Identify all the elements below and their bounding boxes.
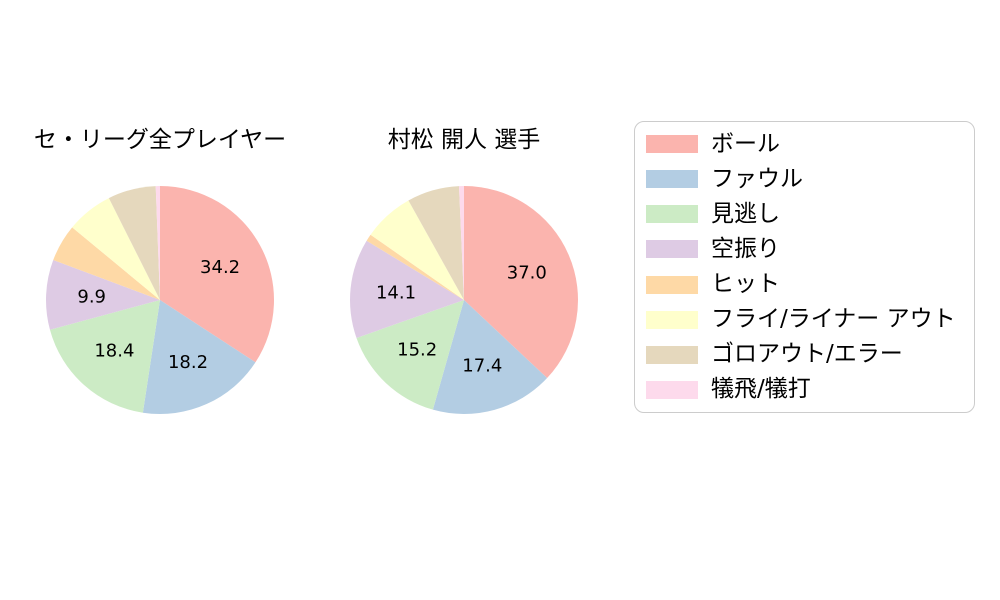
pie-slice-label-foul: 18.2 <box>168 352 208 373</box>
pie-slice-swinging-strike <box>46 260 161 330</box>
legend-swatch-ball <box>646 135 698 154</box>
chart-title-league: セ・リーグ全プレイヤー <box>33 127 287 153</box>
legend-item-sacrifice-fly-bunt: 犠飛/犠打 <box>646 375 974 405</box>
legend-label-foul: ファウル <box>711 165 803 192</box>
pie-slice-called-strike <box>49 300 161 413</box>
legend-item-ground-out-error: ゴロアウト/エラー <box>646 340 974 370</box>
legend-swatch-hit <box>646 275 698 294</box>
legend-item-hit: ヒット <box>646 270 974 300</box>
pie-slice-label-ball: 34.2 <box>200 257 240 278</box>
pie-slice-ball <box>160 186 275 363</box>
legend-label-hit: ヒット <box>711 271 780 298</box>
legend-box: ボールファウル見逃し空振りヒットフライ/ライナー アウト ゴロアウト/エラー 犠飛/… <box>634 121 975 413</box>
pie-chart-player: 村松 開人 選手 37.0 17.4 15.2 14.1 <box>348 122 580 418</box>
legend-swatch-called-strike <box>646 205 698 224</box>
legend-item-called-strike: 見逃し <box>646 199 974 229</box>
legend-item-ball: ボール <box>646 129 974 159</box>
pie-slice-sacrifice-fly-bunt <box>458 186 464 300</box>
legend-label-sacrifice-fly-bunt: 犠飛/犠打 <box>711 376 811 403</box>
pie-slice-fly-liner-out <box>370 200 464 300</box>
pie-slice-sacrifice-fly-bunt <box>155 186 160 300</box>
legend-label-ball: ボール <box>711 130 780 157</box>
legend-item-fly-liner-out: フライ/ライナー アウト <box>646 305 974 335</box>
pie-player-svg: 37.0 17.4 15.2 14.1 <box>349 186 578 414</box>
pie-slice-ground-out-error <box>408 186 464 300</box>
pie-slice-label-called-strike: 15.2 <box>397 339 437 360</box>
pie-slice-label-swinging-strike: 14.1 <box>376 282 416 303</box>
legend-swatch-sacrifice-fly-bunt <box>646 380 698 399</box>
legend-label-ground-out-error: ゴロアウト/エラー <box>711 341 903 368</box>
legend-label-called-strike: 見逃し <box>711 200 780 227</box>
pie-slice-swinging-strike <box>349 240 464 338</box>
legend-swatch-fly-liner-out <box>646 310 698 329</box>
pie-slice-hit <box>366 234 464 300</box>
chart-title-player: 村松 開人 選手 <box>387 127 541 153</box>
legend-item-foul: ファウル <box>646 164 974 194</box>
legend-item-swinging-strike: 空振り <box>646 234 974 264</box>
legend-swatch-swinging-strike <box>646 240 698 259</box>
pie-slice-label-foul: 17.4 <box>462 355 502 376</box>
legend-swatch-foul <box>646 170 698 189</box>
legend-label-fly-liner-out: フライ/ライナー アウト <box>711 306 956 333</box>
pie-slice-label-called-strike: 18.4 <box>94 341 134 362</box>
pie-slice-called-strike <box>356 300 464 410</box>
pie-slice-ground-out-error <box>108 186 160 300</box>
legend-swatch-ground-out-error <box>646 345 698 364</box>
pie-slice-fly-liner-out <box>72 198 160 300</box>
legend-label-swinging-strike: 空振り <box>711 235 780 262</box>
pie-slice-label-ball: 37.0 <box>507 262 547 283</box>
pie-league-svg: 34.2 18.2 18.4 9.9 <box>46 186 275 415</box>
pie-slice-hit <box>53 227 161 300</box>
pie-slice-foul <box>142 300 256 415</box>
pie-slice-label-swinging-strike: 9.9 <box>77 286 106 307</box>
pie-slice-foul <box>432 300 548 414</box>
pie-slice-ball <box>464 186 578 379</box>
pie-chart-league: セ・リーグ全プレイヤー 34.2 18.2 18.4 9.9 <box>34 122 286 418</box>
